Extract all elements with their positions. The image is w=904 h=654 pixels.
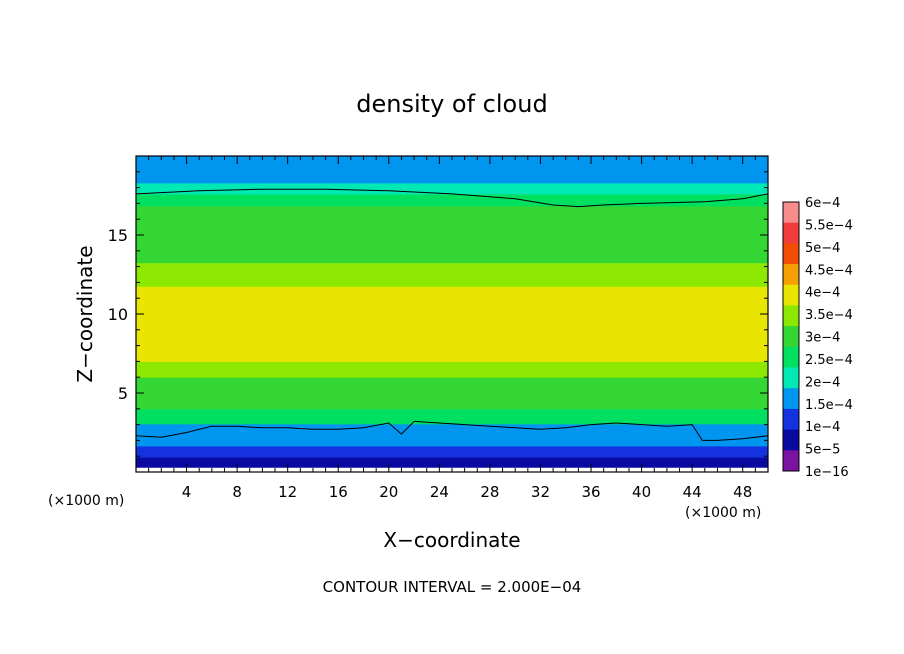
density-band [136, 205, 768, 220]
colorbar-label: 1.5e−4 [805, 398, 853, 413]
y-tick-label: 5 [118, 384, 128, 403]
x-axis-label: X−coordinate [383, 528, 520, 552]
plot-area [136, 156, 768, 472]
density-band [136, 156, 768, 173]
x-axis: 4 8 12 16 20 24 28 32 36 40 44 48 [148, 156, 756, 501]
x-unit-left: (×1000 m) [48, 493, 124, 509]
contour-line [136, 420, 768, 441]
contour-interval-note: CONTOUR INTERVAL = 2.000E−04 [323, 578, 582, 596]
x-tick-label: 4 [182, 483, 192, 501]
contour-lines [136, 188, 768, 441]
x-tick-label: 12 [278, 483, 297, 501]
colorbar-swatch [783, 264, 799, 286]
colorbar-swatch [783, 202, 799, 224]
colorbar-swatch [783, 367, 799, 389]
y-tick-label: 15 [108, 226, 128, 245]
y-axis: 5 10 15 [108, 171, 768, 457]
density-band [136, 393, 768, 410]
x-tick-label: 20 [379, 483, 398, 501]
colorbar-label: 4.5e−4 [805, 263, 853, 278]
density-band [136, 329, 768, 347]
colorbar-swatch [783, 326, 799, 348]
density-band [136, 219, 768, 240]
colorbar-swatch [783, 243, 799, 265]
x-unit-right: (×1000 m) [685, 505, 761, 521]
density-band [136, 361, 768, 378]
density-band [136, 445, 768, 458]
colorbar-swatch [783, 222, 799, 244]
colorbar-swatch [783, 450, 799, 472]
density-band [136, 456, 768, 468]
contour-line [136, 188, 768, 208]
x-tick-label: 44 [683, 483, 702, 501]
x-tick-label: 16 [329, 483, 348, 501]
colorbar-label: 1e−16 [805, 465, 849, 480]
colorbar-frame [782, 201, 800, 472]
colorbar-label: 5e−4 [805, 241, 840, 256]
colorbar-label: 4e−4 [805, 286, 840, 301]
colorbar-label: 2.5e−4 [805, 353, 853, 368]
density-band [136, 193, 768, 207]
x-tick-label: 40 [632, 483, 651, 501]
density-band [136, 262, 768, 287]
colorbar-swatch [783, 388, 799, 410]
colorbar-label: 1e−4 [805, 420, 840, 435]
chart-title: density of cloud [356, 90, 547, 118]
x-tick-label: 28 [480, 483, 499, 501]
density-band [136, 182, 768, 195]
x-tick-label: 24 [430, 483, 449, 501]
y-tick-label: 10 [108, 305, 128, 324]
x-tick-label: 48 [733, 483, 752, 501]
density-band [136, 423, 768, 437]
density-band [136, 310, 768, 331]
colorbar-label: 2e−4 [805, 375, 840, 390]
density-field [136, 156, 768, 472]
colorbar-swatch [783, 284, 799, 306]
colorbar: 6e−4 5.5e−4 5e−4 4.5e−4 4e−4 3.5e−4 3e−4 2.5e−4… [782, 196, 853, 480]
density-band [136, 377, 768, 394]
colorbar-swatch [783, 346, 799, 368]
colorbar-label: 6e−4 [805, 196, 840, 211]
density-band [136, 171, 768, 184]
density-band [136, 286, 768, 311]
density-band [136, 408, 768, 425]
colorbar-label: 5e−5 [805, 443, 840, 458]
colorbar-swatch [783, 429, 799, 451]
colorbar-label: 3e−4 [805, 331, 840, 346]
colorbar-swatch [783, 408, 799, 431]
density-band [136, 238, 768, 264]
y-axis-label: Z−coordinate [73, 245, 97, 382]
x-tick-label: 8 [232, 483, 242, 501]
x-tick-label: 32 [531, 483, 550, 501]
x-tick-label: 36 [581, 483, 600, 501]
density-band [136, 345, 768, 362]
colorbar-label: 5.5e−4 [805, 218, 853, 233]
density-band [136, 435, 768, 447]
colorbar-swatch [783, 305, 799, 327]
colorbar-label: 3.5e−4 [805, 308, 853, 323]
